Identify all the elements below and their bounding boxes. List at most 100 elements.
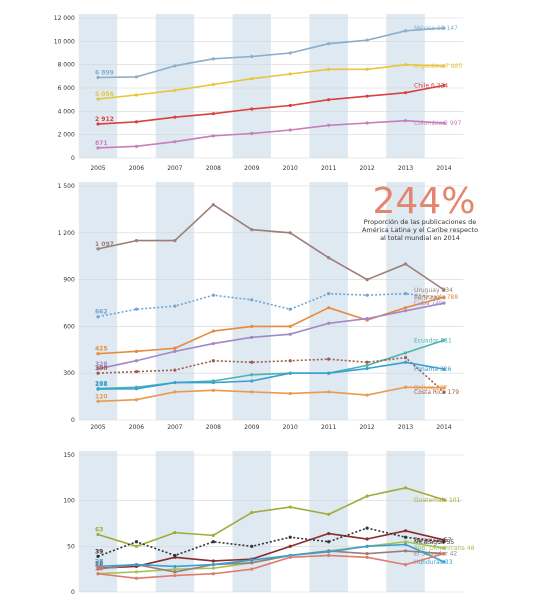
- data-point: [288, 324, 292, 328]
- column-band: [309, 14, 348, 158]
- x-tick-label: 2005: [90, 165, 105, 172]
- data-point: [211, 112, 215, 116]
- data-point: [403, 529, 408, 533]
- start-value-label: 871: [95, 140, 108, 147]
- data-point: [211, 559, 215, 563]
- data-point: [365, 393, 369, 397]
- start-value-label: 63: [95, 526, 103, 533]
- series-line-colombia: [97, 119, 445, 149]
- series-line-per-: [97, 292, 445, 318]
- data-point: [403, 360, 408, 364]
- column-band: [155, 14, 195, 158]
- data-point: [288, 128, 292, 132]
- data-point: [134, 349, 139, 353]
- data-point: [173, 368, 177, 372]
- data-point: [173, 390, 177, 394]
- chart-panel-2: 0 300 600 900 1 200 1 500 2005 2006 2007 2008 2009…: [58, 181, 478, 431]
- data-point: [365, 121, 369, 125]
- highlight-note-line: Proporción de las publicaciones de: [364, 218, 477, 226]
- data-point: [442, 121, 446, 125]
- data-point: [134, 544, 139, 548]
- data-point: [96, 399, 100, 403]
- data-point: [173, 564, 177, 569]
- data-point: [327, 98, 331, 102]
- data-point: [288, 544, 292, 548]
- data-point: [134, 359, 139, 363]
- data-point: [442, 560, 446, 564]
- y-tick-label: 2 000: [58, 132, 75, 139]
- start-value-label: 2 912: [95, 116, 114, 123]
- data-point: [96, 532, 100, 537]
- start-value-label: 6 899: [95, 70, 114, 77]
- data-point: [327, 540, 331, 544]
- data-point: [96, 387, 100, 391]
- data-point: [134, 563, 139, 567]
- data-point: [288, 51, 292, 55]
- data-point: [211, 329, 215, 333]
- data-point: [403, 563, 408, 567]
- start-value-label: 20: [95, 566, 103, 573]
- data-point: [442, 367, 446, 371]
- x-tick-label: 2006: [129, 424, 144, 431]
- series-line-unnamed: [97, 552, 445, 580]
- data-point: [288, 307, 292, 311]
- data-point: [96, 146, 100, 150]
- data-point: [442, 295, 446, 299]
- x-tick-label: 2013: [398, 424, 413, 431]
- highlight-note-line: al total mundial en 2014: [380, 234, 460, 242]
- column-band: [386, 14, 425, 158]
- data-point: [211, 57, 215, 61]
- data-point: [96, 315, 100, 319]
- data-point: [211, 359, 215, 363]
- data-point: [211, 533, 215, 537]
- data-point: [442, 338, 446, 342]
- data-point: [442, 546, 446, 550]
- series-line-chile: [97, 84, 445, 125]
- data-point: [250, 379, 254, 383]
- x-tick-label: 2009: [244, 424, 259, 431]
- data-point: [173, 553, 177, 558]
- data-point: [365, 278, 369, 282]
- data-point: [134, 370, 139, 374]
- data-point: [327, 550, 331, 554]
- x-tick-label: 2014: [436, 424, 451, 431]
- data-point: [288, 371, 292, 375]
- data-point: [365, 555, 369, 559]
- data-point: [403, 351, 408, 355]
- data-point: [403, 119, 408, 123]
- data-point: [173, 531, 177, 535]
- data-point: [327, 553, 331, 558]
- series-line-uruguay: [97, 203, 445, 291]
- data-point: [442, 64, 446, 68]
- end-value-label: El Salvador 42: [414, 551, 457, 558]
- data-point: [250, 373, 254, 377]
- data-point: [173, 573, 177, 578]
- data-point: [403, 306, 408, 310]
- data-point: [365, 38, 369, 42]
- highlight-note-line: América Latina y el Caribe respecto: [362, 226, 478, 234]
- data-point: [403, 309, 408, 313]
- end-value-label: Ecuador 511: [414, 337, 452, 344]
- data-point: [173, 140, 177, 144]
- series-line-honduras: [97, 543, 445, 568]
- data-point: [327, 306, 331, 310]
- data-point: [96, 371, 100, 375]
- data-point: [134, 93, 139, 97]
- data-point: [211, 82, 215, 87]
- data-point: [250, 324, 254, 328]
- data-point: [327, 123, 331, 127]
- series-line-panam-: [97, 361, 445, 390]
- data-point: [96, 564, 100, 569]
- x-tick-label: 2010: [283, 424, 298, 431]
- column-band: [309, 451, 348, 592]
- y-tick-label: 50: [67, 543, 75, 550]
- data-point: [288, 555, 292, 559]
- data-point: [96, 97, 100, 101]
- y-tick-label: 0: [71, 417, 75, 424]
- x-tick-label: 2009: [244, 165, 259, 172]
- x-tick-label: 2008: [206, 165, 221, 172]
- end-value-label: Honduras 33: [414, 559, 453, 566]
- data-point: [442, 540, 446, 544]
- y-tick-label: 0: [71, 589, 75, 596]
- data-point: [211, 540, 215, 544]
